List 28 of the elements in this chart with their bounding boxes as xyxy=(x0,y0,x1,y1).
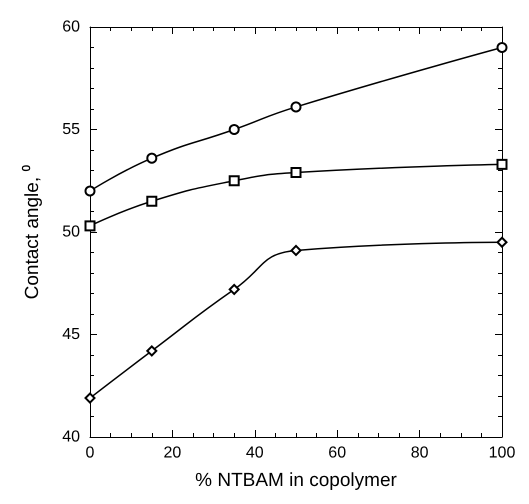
point xyxy=(290,167,302,178)
point xyxy=(290,244,302,256)
point xyxy=(146,345,158,356)
point xyxy=(84,186,96,196)
point xyxy=(496,236,508,248)
point xyxy=(496,158,508,170)
x-tick-label: 0 xyxy=(86,444,95,462)
x-tick-label: 100 xyxy=(488,444,516,462)
point xyxy=(228,124,240,135)
point xyxy=(146,152,158,164)
point xyxy=(228,175,240,186)
x-tick-label: 20 xyxy=(164,444,182,462)
x-tick-label: 40 xyxy=(246,444,264,462)
point xyxy=(84,392,96,404)
y-tick-label: 60 xyxy=(62,18,80,36)
x-axis-title: % NTBAM in copolymer xyxy=(195,470,398,491)
point xyxy=(146,196,158,207)
x-tick-label: 80 xyxy=(410,444,429,462)
y-tick-label: 50 xyxy=(62,224,80,240)
x-tick-label: 60 xyxy=(328,444,346,462)
point xyxy=(496,42,508,53)
point xyxy=(84,220,96,232)
y-tick-label: 40 xyxy=(62,428,80,446)
y-tick-label: 45 xyxy=(62,326,80,343)
point xyxy=(290,101,302,112)
point xyxy=(228,284,240,295)
y-axis-title: Contact angle, ⁰ xyxy=(21,164,43,300)
y-tick-label: 55 xyxy=(62,121,80,138)
